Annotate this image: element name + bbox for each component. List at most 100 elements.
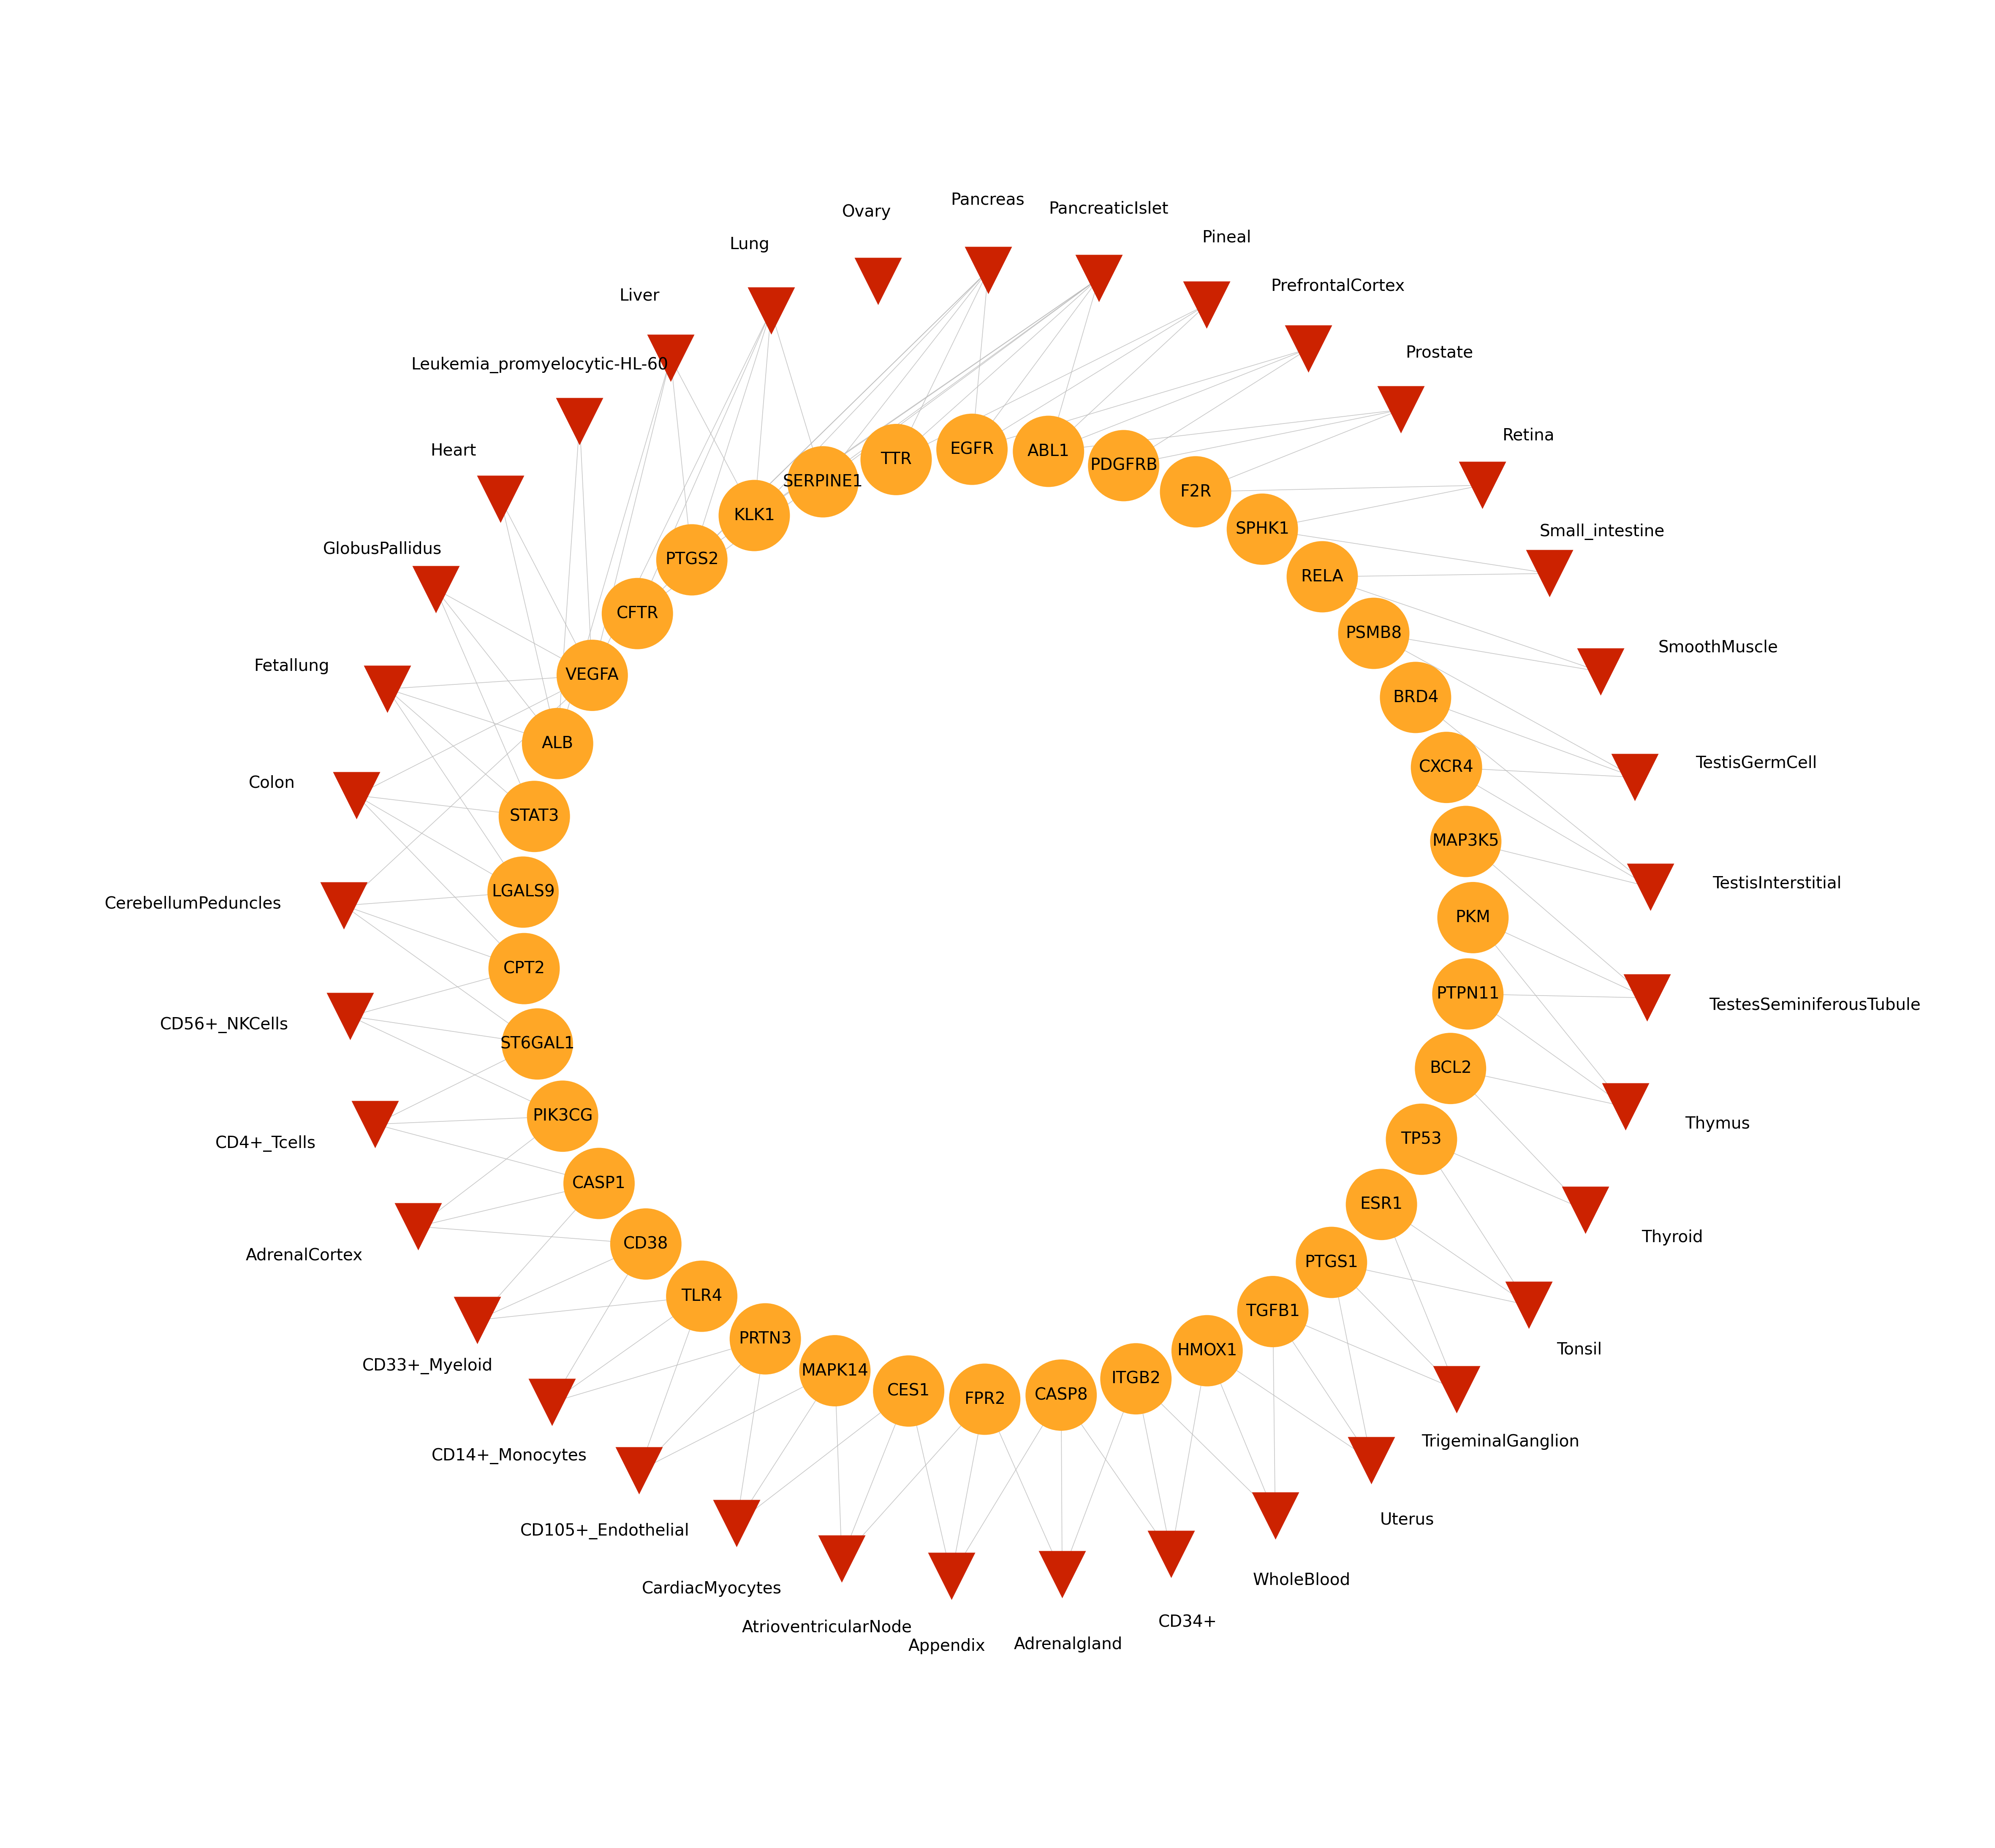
Text: CASP8: CASP8 (1035, 1388, 1087, 1403)
Circle shape (800, 1334, 870, 1406)
Text: CES1: CES1 (888, 1382, 930, 1399)
Text: Appendix: Appendix (908, 1639, 986, 1654)
Circle shape (1013, 416, 1083, 488)
Circle shape (1381, 662, 1450, 734)
Circle shape (656, 525, 728, 595)
Text: CD34+: CD34+ (1159, 1615, 1217, 1630)
Text: BCL2: BCL2 (1430, 1061, 1472, 1077)
Text: Retina: Retina (1502, 427, 1554, 444)
Text: TLR4: TLR4 (680, 1288, 722, 1305)
Text: CD14+_Monocytes: CD14+_Monocytes (431, 1449, 587, 1464)
Circle shape (860, 423, 932, 495)
Text: CD56+_NKCells: CD56+_NKCells (160, 1016, 289, 1033)
Circle shape (557, 639, 628, 711)
Text: CFTR: CFTR (616, 606, 658, 621)
Circle shape (1297, 1227, 1367, 1297)
Text: LGALS9: LGALS9 (491, 883, 555, 900)
Text: Fetallung: Fetallung (253, 658, 329, 675)
Text: WholeBlood: WholeBlood (1253, 1573, 1351, 1587)
Circle shape (1237, 1275, 1309, 1347)
Text: ST6GAL1: ST6GAL1 (501, 1037, 575, 1052)
Text: Pancreas: Pancreas (950, 192, 1023, 209)
Circle shape (499, 782, 571, 852)
Text: PRTN3: PRTN3 (738, 1331, 792, 1347)
Circle shape (1159, 456, 1231, 527)
Circle shape (1387, 1103, 1456, 1175)
Text: Thyroid: Thyroid (1642, 1229, 1704, 1246)
Circle shape (1347, 1168, 1416, 1240)
Circle shape (718, 480, 790, 551)
Text: ITGB2: ITGB2 (1111, 1371, 1161, 1386)
Circle shape (1171, 1316, 1243, 1386)
Text: Liver: Liver (618, 288, 660, 303)
Text: F2R: F2R (1179, 484, 1211, 499)
Text: FPR2: FPR2 (964, 1392, 1005, 1406)
Text: AtrioventricularNode: AtrioventricularNode (742, 1619, 912, 1635)
Circle shape (563, 1148, 634, 1220)
Text: TestesSeminiferousTubule: TestesSeminiferousTubule (1710, 996, 1921, 1013)
Text: Tonsil: Tonsil (1556, 1342, 1602, 1358)
Circle shape (1432, 959, 1504, 1029)
Circle shape (527, 1081, 598, 1151)
Text: STAT3: STAT3 (509, 808, 559, 824)
Text: PTGS2: PTGS2 (664, 553, 718, 567)
Circle shape (936, 414, 1007, 484)
Circle shape (874, 1355, 944, 1427)
Circle shape (1227, 493, 1299, 565)
Circle shape (1087, 431, 1159, 501)
Circle shape (950, 1364, 1019, 1434)
Circle shape (523, 708, 593, 780)
Circle shape (1339, 597, 1408, 669)
Text: SmoothMuscle: SmoothMuscle (1658, 639, 1778, 656)
Text: ABL1: ABL1 (1027, 444, 1069, 460)
Text: Colon: Colon (249, 774, 295, 791)
Circle shape (1436, 881, 1508, 954)
Text: PrefrontalCortex: PrefrontalCortex (1271, 277, 1404, 294)
Circle shape (1430, 806, 1502, 878)
Text: VEGFA: VEGFA (565, 667, 618, 684)
Text: MAPK14: MAPK14 (802, 1362, 868, 1379)
Circle shape (1414, 1033, 1486, 1103)
Text: BRD4: BRD4 (1393, 689, 1438, 706)
Text: Lung: Lung (730, 237, 770, 253)
Text: CD33+_Myeloid: CD33+_Myeloid (363, 1358, 493, 1375)
Text: CD105+_Endothelial: CD105+_Endothelial (521, 1523, 690, 1539)
Text: SPHK1: SPHK1 (1235, 521, 1289, 538)
Text: RELA: RELA (1301, 569, 1343, 584)
Text: PTGS1: PTGS1 (1305, 1255, 1359, 1270)
Text: Thymus: Thymus (1686, 1116, 1750, 1133)
Text: Ovary: Ovary (842, 203, 892, 220)
Text: Pineal: Pineal (1201, 229, 1251, 246)
Circle shape (1101, 1343, 1171, 1414)
Circle shape (666, 1260, 738, 1332)
Text: Prostate: Prostate (1406, 344, 1474, 360)
Text: PSMB8: PSMB8 (1347, 625, 1402, 641)
Circle shape (489, 933, 561, 1003)
Text: Leukemia_promyelocytic-HL-60: Leukemia_promyelocytic-HL-60 (411, 357, 668, 373)
Text: TTR: TTR (880, 451, 912, 468)
Text: PancreaticIslet: PancreaticIslet (1049, 201, 1169, 216)
Text: Heart: Heart (431, 442, 477, 458)
Circle shape (1410, 732, 1482, 804)
Circle shape (602, 578, 672, 649)
Circle shape (1025, 1360, 1097, 1430)
Text: PTPN11: PTPN11 (1436, 987, 1500, 1002)
Text: TGFB1: TGFB1 (1245, 1303, 1301, 1319)
Circle shape (1287, 541, 1359, 612)
Text: CD4+_Tcells: CD4+_Tcells (215, 1135, 315, 1151)
Text: MAP3K5: MAP3K5 (1432, 833, 1500, 850)
Text: PIK3CG: PIK3CG (533, 1109, 593, 1124)
Circle shape (730, 1303, 800, 1375)
Text: SERPINE1: SERPINE1 (782, 473, 864, 490)
Text: KLK1: KLK1 (734, 508, 774, 523)
Text: CPT2: CPT2 (503, 961, 545, 976)
Text: Adrenalgland: Adrenalgland (1013, 1637, 1123, 1652)
Text: TrigeminalGanglion: TrigeminalGanglion (1420, 1434, 1580, 1451)
Text: Small_intestine: Small_intestine (1540, 523, 1664, 540)
Circle shape (501, 1009, 573, 1079)
Text: AdrenalCortex: AdrenalCortex (245, 1247, 363, 1264)
Text: Uterus: Uterus (1381, 1512, 1434, 1528)
Text: PDGFRB: PDGFRB (1089, 458, 1157, 473)
Text: EGFR: EGFR (950, 442, 994, 456)
Text: CASP1: CASP1 (573, 1175, 626, 1192)
